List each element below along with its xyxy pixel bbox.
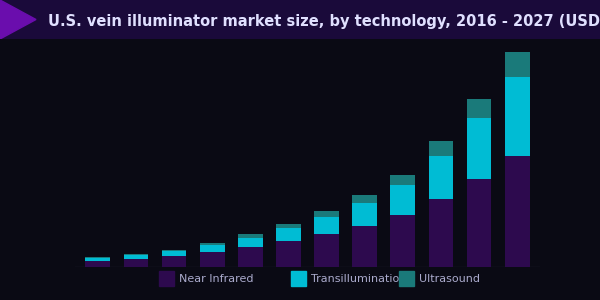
Text: U.S. vein illuminator market size, by technology, 2016 - 2027 (USD Million): U.S. vein illuminator market size, by te…: [48, 14, 600, 29]
Bar: [238, 238, 263, 247]
Bar: [85, 258, 110, 261]
Bar: [85, 257, 110, 258]
Bar: [467, 98, 491, 118]
Bar: [352, 203, 377, 226]
Bar: [314, 234, 339, 267]
Bar: [124, 259, 148, 267]
Bar: [162, 250, 187, 251]
Bar: [238, 247, 263, 267]
Bar: [200, 252, 224, 267]
Bar: [200, 243, 224, 245]
Bar: [314, 217, 339, 234]
Bar: [391, 185, 415, 215]
Text: Near Infrared: Near Infrared: [179, 274, 253, 284]
Bar: [467, 118, 491, 179]
Text: Ultrasound: Ultrasound: [419, 274, 480, 284]
Bar: [399, 271, 414, 286]
Bar: [505, 77, 530, 156]
Bar: [505, 156, 530, 267]
Bar: [291, 271, 306, 286]
Bar: [124, 254, 148, 256]
Bar: [428, 199, 453, 267]
Bar: [85, 261, 110, 267]
Bar: [238, 234, 263, 238]
Bar: [276, 241, 301, 267]
Bar: [314, 211, 339, 217]
Bar: [505, 52, 530, 77]
Bar: [467, 179, 491, 267]
Bar: [391, 215, 415, 267]
Bar: [200, 245, 224, 252]
Bar: [159, 271, 174, 286]
Bar: [428, 156, 453, 199]
Bar: [352, 226, 377, 267]
Bar: [276, 228, 301, 241]
Bar: [391, 175, 415, 185]
Bar: [124, 256, 148, 259]
Bar: [428, 141, 453, 156]
Polygon shape: [0, 0, 36, 39]
Bar: [162, 251, 187, 256]
Bar: [352, 195, 377, 203]
Text: Transillumination: Transillumination: [311, 274, 406, 284]
Bar: [276, 224, 301, 228]
Bar: [162, 256, 187, 267]
